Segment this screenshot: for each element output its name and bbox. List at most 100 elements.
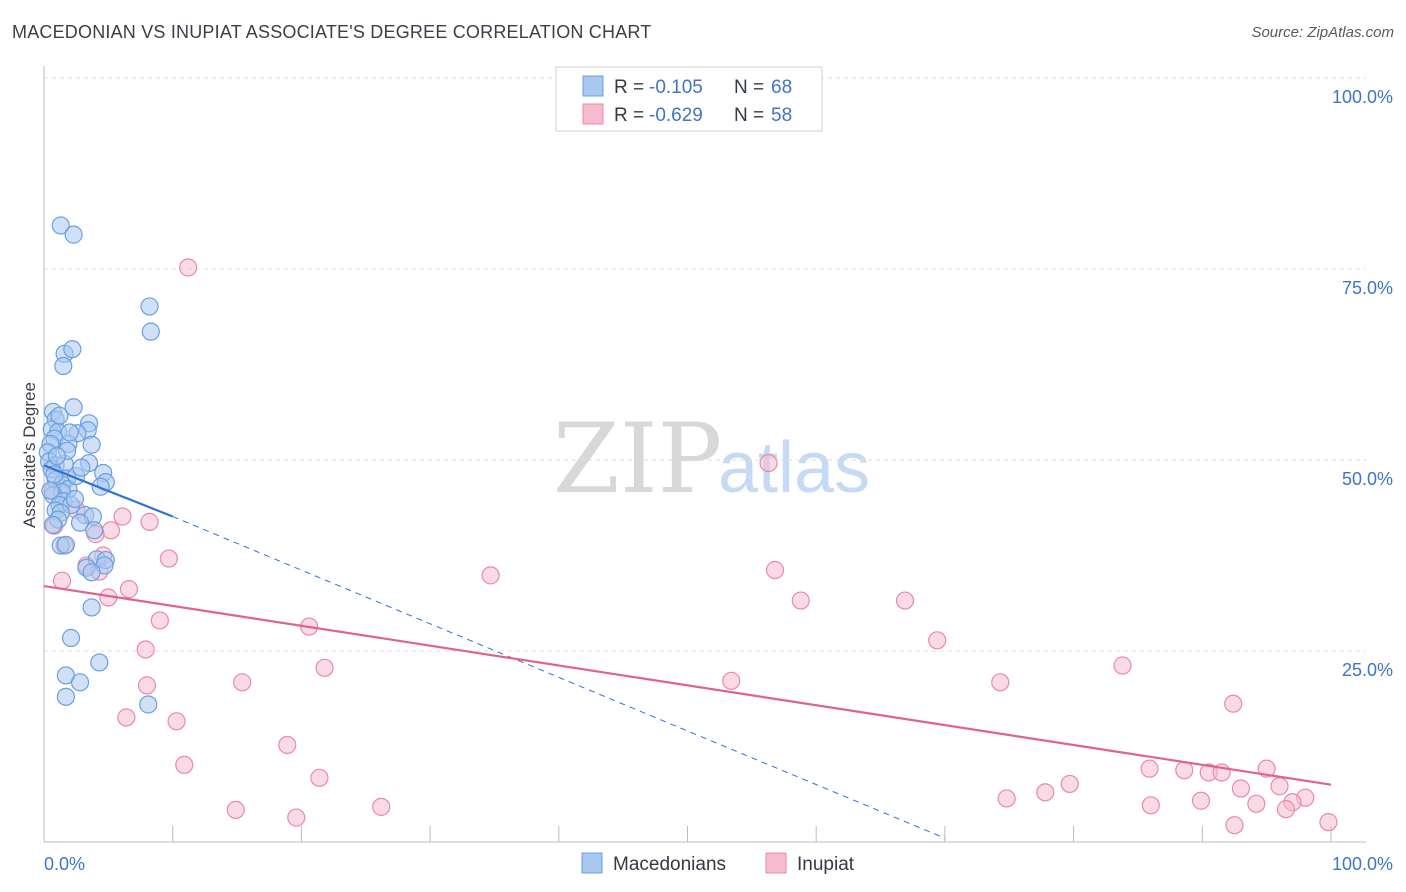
inupiat-point — [226, 800, 245, 820]
inupiat-point — [1270, 777, 1289, 796]
inupiat-point — [175, 755, 194, 774]
macedonians-point — [141, 322, 160, 341]
y-tick-label: 100.0% — [1332, 87, 1393, 107]
y-tick-label: 25.0% — [1342, 660, 1393, 680]
legend-r-label-2: R = — [614, 105, 644, 126]
x-tick-label-max: 100.0% — [1332, 854, 1393, 874]
macedonians-point — [61, 628, 81, 648]
legend-n-label-1: N = — [734, 77, 764, 98]
legend-n-value-2: 58 — [771, 105, 792, 126]
macedonians-point — [72, 458, 91, 477]
legend-r-value-2: -0.629 — [649, 105, 703, 126]
inupiat-point — [136, 640, 155, 659]
inupiat-point — [997, 789, 1016, 808]
legend-n-label-2: N = — [734, 105, 764, 126]
inupiat-point — [287, 808, 306, 827]
watermark-zip: ZIP — [553, 403, 722, 515]
inupiat-point — [1231, 779, 1251, 798]
macedonians-point — [43, 515, 63, 535]
inupiat-point — [310, 768, 329, 787]
inupiat-point — [1276, 800, 1296, 819]
macedonians-point — [50, 406, 69, 425]
y-axis-label: Associate's Degree — [20, 382, 39, 528]
legend-swatch-pink — [582, 103, 604, 125]
legend-swatch-macedonians — [581, 852, 603, 874]
inupiat-point — [722, 671, 741, 690]
inupiat-point — [991, 673, 1010, 692]
inupiat-point — [315, 658, 334, 677]
series-legend: Macedonians Inupiat — [581, 852, 855, 875]
inupiat-point — [233, 673, 252, 692]
inupiat-point — [1113, 656, 1132, 675]
inupiat-point — [759, 453, 778, 473]
inupiat-point — [1319, 813, 1338, 832]
macedonians-point — [82, 563, 101, 582]
macedonians-point — [64, 225, 83, 244]
inupiat-point — [113, 507, 132, 526]
macedonians-point — [47, 447, 66, 466]
macedonians-trendline-extension — [172, 516, 946, 839]
series-inupiat — [43, 258, 1338, 835]
inupiat-point — [1191, 791, 1211, 810]
x-tick-label-min: 0.0% — [44, 854, 85, 874]
inupiat-point — [179, 258, 198, 277]
x-tick-labels: 0.0% 100.0% — [44, 854, 1393, 874]
inupiat-point — [1036, 783, 1055, 802]
trendlines — [43, 464, 1332, 839]
macedonians-point — [60, 423, 79, 442]
inupiat-point — [1140, 759, 1159, 778]
macedonians-point — [90, 653, 109, 672]
inupiat-point — [1141, 796, 1160, 815]
inupiat-point — [1224, 694, 1243, 713]
inupiat-point — [140, 512, 159, 531]
inupiat-point — [791, 591, 810, 610]
inupiat-point — [101, 521, 121, 540]
inupiat-point — [159, 549, 178, 568]
macedonians-point — [56, 687, 75, 706]
gridlines — [44, 77, 1366, 652]
macedonians-point — [139, 695, 158, 714]
inupiat-point — [1247, 794, 1266, 813]
macedonians-trendline — [43, 464, 174, 518]
legend-n-value-1: 68 — [771, 77, 792, 98]
chart-title: MACEDONIAN VS INUPIAT ASSOCIATE'S DEGREE… — [12, 22, 652, 42]
inupiat-point — [1225, 816, 1244, 835]
watermark-atlas: atlas — [718, 428, 870, 508]
macedonians-point — [82, 435, 101, 454]
macedonians-point — [54, 356, 73, 376]
macedonians-point — [56, 535, 75, 554]
macedonians-point — [64, 398, 83, 417]
source-credit: Source: ZipAtlas.com — [1251, 24, 1394, 41]
macedonians-point — [63, 340, 82, 359]
macedonians-point — [140, 297, 159, 316]
y-tick-label: 75.0% — [1342, 278, 1393, 298]
inupiat-point — [52, 571, 72, 590]
macedonians-point — [82, 598, 101, 617]
stats-legend: R = -0.105 N = 68 R = -0.629 N = 58 — [555, 66, 823, 132]
inupiat-point — [1060, 774, 1079, 794]
legend-r-value-1: -0.105 — [649, 77, 703, 98]
inupiat-trendline — [43, 584, 1332, 786]
y-tick-label: 50.0% — [1342, 469, 1393, 489]
legend-swatch-blue — [582, 75, 604, 97]
legend-label-macedonians: Macedonians — [613, 854, 726, 875]
inupiat-point — [1175, 761, 1194, 780]
inupiat-point — [1257, 759, 1276, 778]
macedonians-point — [85, 521, 104, 540]
inupiat-point — [119, 580, 139, 599]
x-tick-marks — [172, 826, 1332, 842]
inupiat-point — [137, 676, 157, 695]
inupiat-point — [481, 566, 500, 585]
inupiat-point — [117, 708, 136, 727]
inupiat-point — [167, 712, 186, 731]
macedonians-point — [51, 216, 70, 235]
legend-r-label-1: R = — [614, 77, 644, 98]
inupiat-point — [372, 797, 391, 816]
inupiat-point — [765, 560, 785, 580]
macedonians-point — [65, 489, 84, 509]
inupiat-point — [150, 611, 169, 630]
macedonians-point — [41, 481, 60, 500]
legend-label-inupiat: Inupiat — [797, 854, 855, 875]
macedonians-point — [70, 673, 90, 692]
